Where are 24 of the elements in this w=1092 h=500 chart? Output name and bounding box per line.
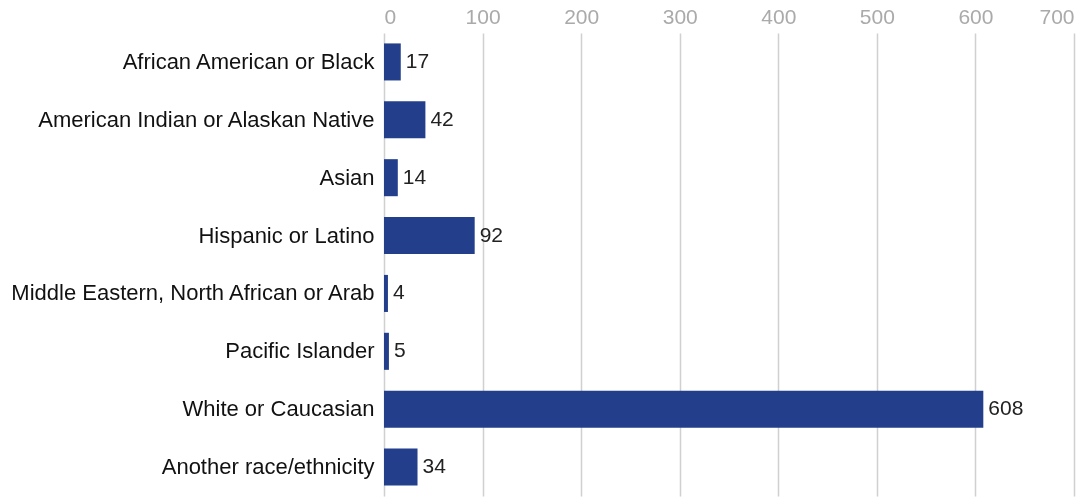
y-tick-label: Pacific Islander [225, 338, 375, 364]
data-label: 5 [393, 338, 406, 362]
x-tick-label: 400 [761, 4, 797, 28]
y-tick-label: Hispanic or Latino [198, 222, 375, 248]
x-tick-label: 700 [1039, 4, 1075, 28]
y-tick-label: American Indian or Alaskan Native [38, 106, 375, 132]
y-tick-label: Another race/ethnicity [161, 454, 375, 480]
x-tick-label: 100 [465, 4, 501, 28]
data-label: 17 [405, 48, 430, 72]
y-tick-label: African American or Black [122, 48, 376, 74]
data-label: 34 [422, 454, 447, 478]
data-label: 4 [392, 280, 405, 304]
data-label: 42 [430, 106, 454, 130]
data-label: 608 [988, 396, 1024, 420]
x-tick-label: 300 [662, 4, 698, 28]
y-tick-label: White or Caucasian [182, 396, 375, 422]
data-label: 92 [479, 222, 504, 246]
y-tick-label: Middle Eastern, North African or Arab [11, 280, 375, 306]
x-tick-label: 200 [564, 4, 600, 28]
x-tick-label: 0 [384, 4, 397, 28]
x-tick-label: 600 [958, 4, 994, 28]
y-tick-label: Asian [319, 164, 375, 190]
data-label: 14 [402, 164, 427, 188]
x-tick-label: 500 [859, 4, 895, 28]
